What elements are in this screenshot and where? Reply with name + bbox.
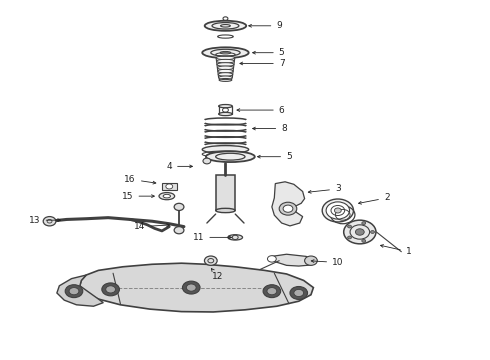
Polygon shape [272, 254, 316, 266]
Circle shape [334, 208, 341, 213]
Circle shape [283, 205, 293, 212]
Circle shape [362, 239, 366, 242]
Text: 8: 8 [253, 124, 287, 133]
Circle shape [174, 203, 184, 211]
Ellipse shape [216, 53, 235, 56]
Ellipse shape [219, 104, 232, 108]
Ellipse shape [163, 194, 171, 198]
Circle shape [347, 236, 351, 239]
Text: 5: 5 [258, 152, 292, 161]
Text: 5: 5 [253, 48, 285, 57]
Circle shape [305, 256, 318, 265]
Text: 15: 15 [122, 192, 154, 201]
Ellipse shape [216, 208, 235, 213]
Text: 9: 9 [249, 21, 282, 30]
Circle shape [186, 284, 196, 291]
Ellipse shape [205, 21, 246, 31]
Polygon shape [57, 275, 103, 306]
Circle shape [326, 202, 349, 219]
Circle shape [355, 229, 364, 235]
Text: 10: 10 [311, 258, 343, 267]
Text: 12: 12 [211, 269, 224, 281]
Text: 14: 14 [134, 222, 170, 231]
Ellipse shape [218, 73, 233, 76]
Ellipse shape [218, 66, 234, 69]
Ellipse shape [218, 69, 233, 73]
Text: 6: 6 [237, 105, 285, 114]
Circle shape [65, 285, 83, 298]
Ellipse shape [219, 76, 232, 80]
Circle shape [279, 202, 297, 215]
Text: 2: 2 [359, 193, 390, 204]
Circle shape [263, 285, 281, 298]
Circle shape [268, 256, 276, 262]
Ellipse shape [228, 235, 243, 240]
Text: 7: 7 [240, 59, 285, 68]
Ellipse shape [216, 56, 235, 60]
Circle shape [182, 281, 200, 294]
Circle shape [102, 283, 120, 296]
Circle shape [69, 288, 79, 295]
Text: 1: 1 [381, 245, 412, 256]
Circle shape [203, 158, 211, 164]
Circle shape [294, 289, 304, 297]
Ellipse shape [159, 193, 174, 200]
Circle shape [347, 225, 351, 228]
Text: 3: 3 [308, 184, 341, 193]
Circle shape [267, 288, 277, 295]
Circle shape [362, 222, 366, 225]
Ellipse shape [217, 59, 234, 63]
Text: 11: 11 [193, 233, 231, 242]
Circle shape [174, 226, 184, 234]
Circle shape [204, 256, 217, 265]
Circle shape [166, 184, 172, 189]
Polygon shape [272, 182, 305, 226]
Circle shape [43, 217, 56, 226]
Circle shape [370, 230, 374, 233]
Ellipse shape [202, 47, 248, 58]
Circle shape [106, 286, 116, 293]
Ellipse shape [217, 63, 234, 66]
Circle shape [322, 199, 353, 222]
Text: 13: 13 [29, 216, 60, 225]
Circle shape [343, 220, 376, 244]
Text: 16: 16 [124, 175, 156, 184]
Circle shape [290, 287, 308, 300]
Polygon shape [80, 263, 314, 312]
Ellipse shape [219, 112, 232, 116]
Polygon shape [162, 183, 176, 190]
Ellipse shape [202, 145, 248, 153]
Bar [216, 175, 235, 211]
Text: 4: 4 [167, 162, 193, 171]
Ellipse shape [206, 151, 255, 162]
